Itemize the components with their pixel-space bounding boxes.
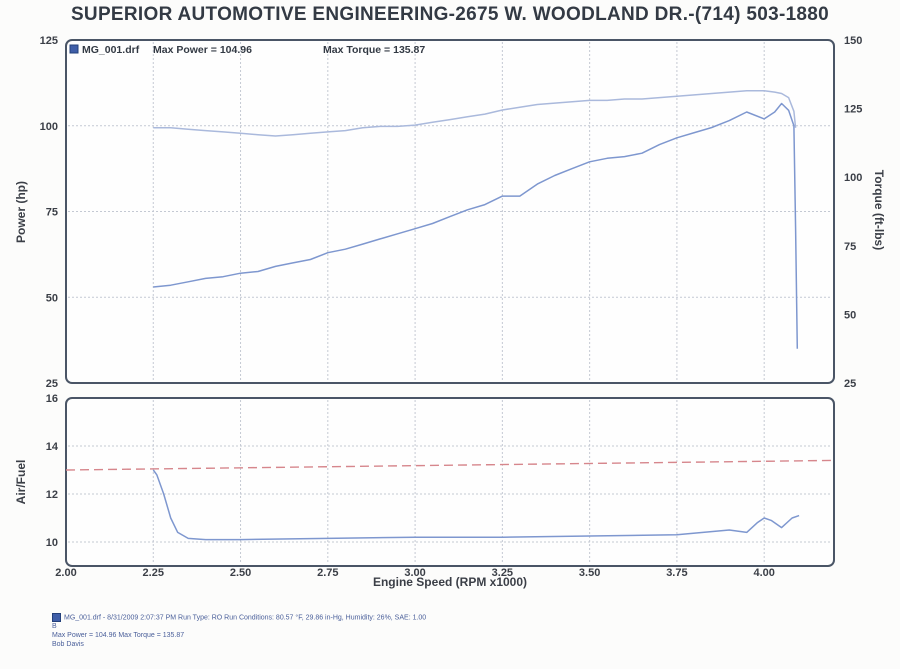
power-tick-label: 25 [46,378,58,390]
legend-file: MG_001.drf [82,44,140,56]
air-fuel-tick-label: 10 [46,537,58,549]
torque-tick-label: 150 [844,35,862,47]
y-axis-label-power: Power (hp) [14,181,28,243]
footer-line-3: Max Power = 104.96 Max Torque = 135.87 [52,632,185,640]
tick-labels: 2.00 2.25 2.50 2.75 3.00 3.25 3.50 3.75 4.00 25 50… [40,35,863,579]
power-tick-label: 125 [40,35,58,47]
x-tick-label: 4.00 [753,567,774,579]
torque-tick-label: 100 [844,172,862,184]
page-title: SUPERIOR AUTOMOTIVE ENGINEERING-2675 W. … [70,4,830,25]
air-fuel-tick-label: 14 [46,441,59,453]
air-fuel-tick-label: 12 [46,489,58,501]
footer-line-2: B [52,623,57,631]
torque-tick-label: 75 [844,241,856,253]
power-tick-label: 100 [40,121,58,133]
chart-legend: MG_001.drf Max Power = 104.96 Max Torque… [69,44,425,56]
file-icon [52,613,61,622]
air-fuel-series-line [152,469,800,541]
run-info-footer: MG_001.drf - 8/31/2009 2:07:37 PM Run Ty… [52,613,426,649]
series-layer [65,90,835,541]
footer-line-4: Bob Davis [52,641,84,649]
power-grid [68,42,832,381]
air-fuel-tick-label: 16 [46,393,58,405]
x-tick-label: 3.00 [404,567,425,579]
y-axis-label-air-fuel: Air/Fuel [14,460,28,505]
torque-tick-label: 125 [844,104,862,116]
power-series-line [153,102,799,349]
x-tick-label: 2.50 [230,567,251,579]
power-tick-label: 75 [46,207,58,219]
air-fuel-grid [68,400,832,564]
x-tick-label: 3.25 [492,567,513,579]
legend-file-icon [69,44,79,54]
legend-max-torque: Max Torque = 135.87 [323,44,425,56]
legend-max-power: Max Power = 104.96 [153,44,252,56]
x-tick-label: 2.75 [317,567,338,579]
x-tick-label: 2.00 [55,567,76,579]
torque-series-line [153,90,797,137]
y-axis-label-torque: Torque (ft-lbs) [872,170,886,250]
torque-tick-label: 25 [844,378,856,390]
target-air-fuel-line [65,459,835,471]
x-tick-label: 3.75 [666,567,687,579]
x-tick-label: 3.50 [579,567,600,579]
torque-tick-label: 50 [844,309,856,321]
x-tick-label: 2.25 [143,567,164,579]
x-axis-label: Engine Speed (RPM x1000) [373,575,527,589]
air-fuel-panel [65,397,835,567]
power-tick-label: 50 [46,292,58,304]
footer-line-1: MG_001.drf - 8/31/2009 2:07:37 PM Run Ty… [52,613,426,622]
